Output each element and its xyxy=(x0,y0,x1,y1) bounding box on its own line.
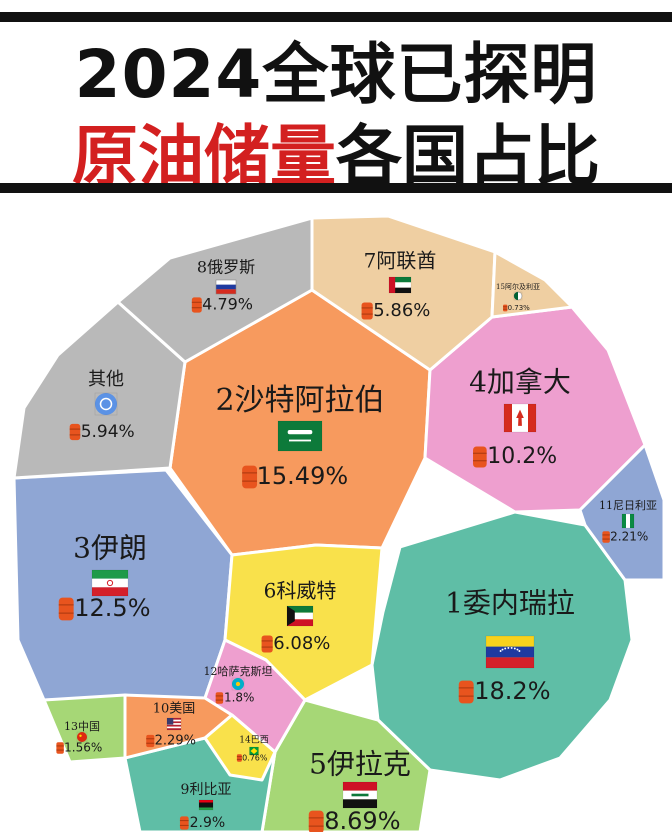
nigeria-flag-icon xyxy=(621,513,635,529)
cell-10-name: 9利比亚 xyxy=(181,782,232,798)
cell-7-name: 7阿联酋 xyxy=(364,249,437,273)
oil-barrel-icon xyxy=(308,810,324,832)
oil-barrel-icon xyxy=(261,635,273,653)
cell-7-label-group: 7阿联酋 5.86% xyxy=(361,249,437,321)
cell-4-label-group: 4加拿大 10.2% xyxy=(469,366,571,470)
cell-14-label-group: 13中国 1.56% xyxy=(56,720,102,755)
cell-12-value-label: 2.21% xyxy=(610,530,648,544)
oil-barrel-icon xyxy=(179,816,189,830)
cell-9-name: 8俄罗斯 xyxy=(197,258,255,277)
cell-3-value-label: 12.5% xyxy=(74,594,150,622)
oil-barrel-icon xyxy=(602,531,610,543)
cell-13-name: 12哈萨克斯坦 xyxy=(204,664,273,678)
oil-barrel-icon xyxy=(58,597,74,621)
cell-4-name: 4加拿大 xyxy=(469,366,571,399)
oil-barrel-icon xyxy=(242,465,258,489)
cell-15-label-group: 14巴西 0.76% xyxy=(236,735,269,763)
cell-11-value-label: 2.29% xyxy=(155,734,196,749)
libya-flag-icon xyxy=(198,799,214,811)
cell-12 xyxy=(578,443,666,582)
cell-11-name: 10美国 xyxy=(153,702,196,717)
usa-flag-icon xyxy=(166,717,182,731)
kazakhstan-flag-icon xyxy=(231,677,245,691)
cell-2-name: 2沙特阿拉伯 xyxy=(215,383,384,418)
cell-16 xyxy=(490,250,574,319)
cell-3-name: 3伊朗 xyxy=(73,532,147,565)
cell-15-name: 14巴西 xyxy=(239,735,268,746)
labels-layer: 1委内瑞拉 18.2% 2沙特阿拉伯 15.49% 3伊朗 12.5% 4加拿大 10.2% 5… xyxy=(56,249,657,832)
cell-14 xyxy=(42,693,127,764)
cell-15-value-label: 0.76% xyxy=(242,754,268,763)
cell-10-label-group: 9利比亚 2.9% xyxy=(179,782,232,831)
title-block: 2024全球已探明 原油储量各国占比 xyxy=(0,16,672,194)
cell-13-label-group: 12哈萨克斯坦 1.8% xyxy=(204,664,273,705)
oil-barrel-icon xyxy=(473,446,487,468)
oil-barrel-icon xyxy=(236,754,242,762)
oil-barrel-icon xyxy=(458,680,474,704)
cell-6-value-label: 6.08% xyxy=(273,633,330,654)
uae-flag-icon xyxy=(388,276,412,294)
oil-barrel-icon xyxy=(361,302,373,320)
cell-1-label-group: 1委内瑞拉 18.2% xyxy=(445,587,575,706)
cell-5-value-label: 8.69% xyxy=(324,807,400,832)
iraq-flag-icon xyxy=(342,781,378,809)
venezuela-flag-icon xyxy=(485,635,535,669)
title-line-2: 原油储量各国占比 xyxy=(0,120,672,194)
cell-9-label-group: 8俄罗斯 4.79% xyxy=(191,258,255,314)
oil-barrel-icon xyxy=(215,692,224,704)
cell-5-name: 5伊拉克 xyxy=(309,748,411,781)
cell-12-label-group: 11尼日利亚 2.21% xyxy=(599,499,657,544)
china-flag-icon xyxy=(76,731,88,743)
saudi-flag-icon xyxy=(277,420,323,452)
canada-flag-icon xyxy=(503,403,537,433)
cell-16-value-label: 0.73% xyxy=(508,304,531,312)
oil-barrel-icon xyxy=(56,742,64,754)
oil-barrel-icon xyxy=(191,297,202,313)
cell-5-label-group: 5伊拉克 8.69% xyxy=(308,748,411,832)
cell-3-label-group: 3伊朗 12.5% xyxy=(58,532,151,622)
cell-1-value-label: 18.2% xyxy=(474,677,550,705)
title-line-1: 2024全球已探明 xyxy=(74,36,598,113)
top-rule xyxy=(0,12,672,22)
cell-16-label-group: 15阿尔及利亚 0.73% xyxy=(496,282,540,312)
cell-15 xyxy=(203,713,277,782)
cell-16-name: 15阿尔及利亚 xyxy=(496,282,540,291)
iran-flag-icon xyxy=(91,569,129,597)
brazil-flag-icon xyxy=(249,746,259,756)
cell-9 xyxy=(116,216,314,364)
russia-flag-icon xyxy=(215,279,237,295)
cell-7-value-label: 5.86% xyxy=(373,300,430,321)
cell-6-name: 6科威特 xyxy=(264,579,337,603)
oil-barrel-icon xyxy=(69,423,81,441)
oil-barrel-icon xyxy=(146,734,155,748)
cell-8-value-label: 5.94% xyxy=(81,422,135,442)
cell-11-label-group: 10美国 2.29% xyxy=(146,702,196,749)
cell-10-value-label: 2.9% xyxy=(190,815,226,831)
bottom-rule xyxy=(0,183,672,193)
cell-6-label-group: 6科威特 6.08% xyxy=(261,579,337,654)
cell-8-name: 其他 xyxy=(88,369,124,390)
cell-14-value-label: 1.56% xyxy=(64,741,102,755)
un-flag-icon xyxy=(94,392,118,416)
cell-2-value-label: 15.49% xyxy=(257,462,349,490)
cell-14-name: 13中国 xyxy=(64,720,100,733)
cell-2-label-group: 2沙特阿拉伯 15.49% xyxy=(215,383,384,490)
oil-barrel-icon xyxy=(503,304,508,312)
cell-9-value-label: 4.79% xyxy=(202,295,253,314)
cell-8-label-group: 其他 5.94% xyxy=(69,369,135,442)
title-highlight: 原油储量 xyxy=(72,118,336,195)
cell-4-value-label: 10.2% xyxy=(487,444,557,469)
cell-13-value-label: 1.8% xyxy=(224,691,255,705)
title-line-2-rest: 各国占比 xyxy=(336,118,600,195)
cell-1-name: 1委内瑞拉 xyxy=(445,587,575,620)
cells-layer xyxy=(12,214,666,832)
cell-12-name: 11尼日利亚 xyxy=(599,499,657,512)
algeria-flag-icon xyxy=(513,291,523,301)
kuwait-flag-icon xyxy=(286,605,314,627)
